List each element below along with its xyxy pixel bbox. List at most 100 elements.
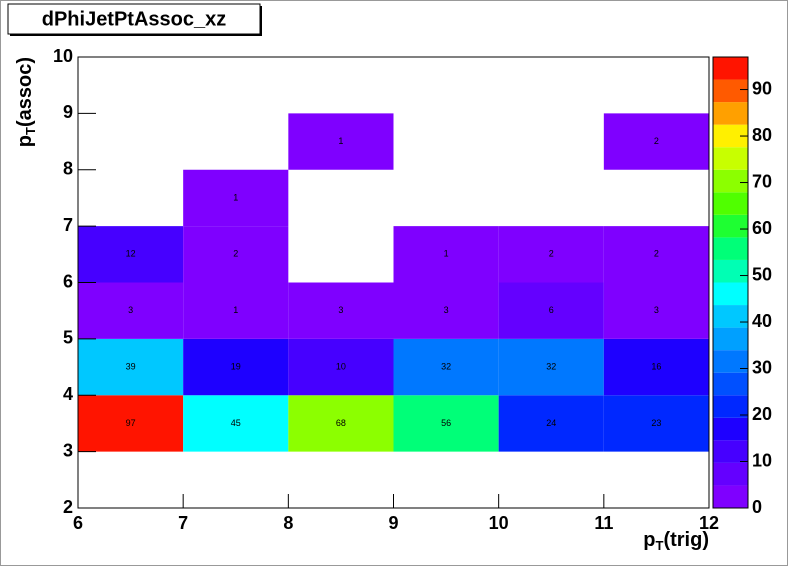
x-tick-label: 11 <box>594 513 613 533</box>
cell <box>183 226 289 283</box>
y-tick-label: 3 <box>63 440 73 460</box>
cell <box>603 113 709 170</box>
palette-band <box>713 282 748 306</box>
cell <box>78 395 184 452</box>
cell <box>183 169 289 227</box>
palette-band <box>713 305 748 328</box>
y-tick-label: 5 <box>63 328 73 348</box>
palette-band <box>713 79 748 103</box>
cell-label: 1 <box>233 192 238 202</box>
cell-label: 1 <box>444 249 449 259</box>
cell <box>603 226 709 283</box>
cell <box>393 395 499 452</box>
palette-band <box>713 462 748 486</box>
cell <box>183 338 289 396</box>
cell <box>603 282 709 339</box>
cell <box>498 282 604 339</box>
palette-band <box>713 395 748 418</box>
z-tick-label: 50 <box>752 264 772 284</box>
y-tick-label: 10 <box>53 46 73 66</box>
cell <box>288 338 394 396</box>
cell <box>78 338 184 396</box>
z-tick-label: 20 <box>752 404 772 424</box>
chart-title: dPhiJetPtAssoc_xz <box>42 8 227 30</box>
cell-label: 12 <box>126 249 136 259</box>
cell <box>498 226 604 283</box>
palette-band <box>713 124 748 148</box>
x-tick-label: 6 <box>73 513 83 533</box>
y-tick-label: 9 <box>63 102 73 122</box>
z-tick-label: 0 <box>752 497 762 517</box>
z-tick-label: 10 <box>752 450 772 470</box>
palette-band <box>713 57 748 80</box>
cell-label: 6 <box>549 305 554 315</box>
cell-label: 45 <box>231 418 241 428</box>
cell-label: 16 <box>651 361 661 371</box>
cell <box>288 113 394 170</box>
x-tick-label: 9 <box>388 513 398 533</box>
xlabel-part: T <box>656 538 664 553</box>
cell <box>288 282 394 339</box>
y-tick-label: 7 <box>63 215 73 235</box>
cell <box>603 338 709 396</box>
cell-label: 3 <box>654 305 659 315</box>
y-tick-label: 6 <box>63 271 73 291</box>
z-tick-label: 40 <box>752 311 772 331</box>
cell-label: 19 <box>231 361 241 371</box>
xlabel-title: pT(trig) <box>643 529 709 553</box>
cell-label: 2 <box>233 249 238 259</box>
palette-band <box>713 237 748 260</box>
ylabel-title: pT(assoc) <box>14 57 38 147</box>
cell <box>393 282 499 339</box>
cell-label: 2 <box>654 136 659 146</box>
cell <box>78 226 184 283</box>
cell-label: 3 <box>338 305 343 315</box>
palette-band <box>713 417 748 441</box>
ylabel-part: p <box>14 135 36 147</box>
cell <box>183 395 289 452</box>
cell <box>393 338 499 396</box>
cell <box>498 395 604 452</box>
z-tick-label: 70 <box>752 171 772 191</box>
palette-band <box>713 350 748 373</box>
cell-label: 97 <box>126 418 136 428</box>
cell-label: 68 <box>336 418 346 428</box>
cell-label: 3 <box>444 305 449 315</box>
z-tick-label: 80 <box>752 125 772 145</box>
cell-label: 2 <box>654 249 659 259</box>
cell <box>498 338 604 396</box>
x-tick-label: 12 <box>699 513 719 533</box>
palette-band <box>713 259 748 283</box>
cell-label: 1 <box>338 136 343 146</box>
z-tick-label: 90 <box>752 78 772 98</box>
palette-band <box>713 169 748 193</box>
x-tick-label: 7 <box>178 513 188 533</box>
palette-band <box>713 372 748 396</box>
cell-label: 56 <box>441 418 451 428</box>
ylabel-part: (assoc) <box>14 57 36 127</box>
cell-label: 1 <box>233 305 238 315</box>
cell-label: 39 <box>126 361 136 371</box>
palette-band <box>713 485 748 508</box>
palette-band <box>713 192 748 215</box>
cell-label: 2 <box>549 249 554 259</box>
x-tick-label: 8 <box>283 513 293 533</box>
xlabel-part: p <box>643 529 655 551</box>
palette-frame <box>712 56 749 509</box>
palette-band <box>713 214 748 238</box>
z-tick-label: 60 <box>752 218 772 238</box>
cell-label: 32 <box>441 361 451 371</box>
cell <box>288 395 394 452</box>
cell-label: 3 <box>128 305 133 315</box>
cell-label: 10 <box>336 361 346 371</box>
cell <box>78 282 184 339</box>
cell <box>393 226 499 283</box>
xlabel-part: (trig) <box>663 529 709 551</box>
x-tick-label: 10 <box>489 513 509 533</box>
title-box <box>7 3 261 35</box>
cell-label: 32 <box>546 361 556 371</box>
cell <box>183 282 289 339</box>
z-tick-label: 30 <box>752 357 772 377</box>
palette-band <box>713 102 748 125</box>
palette-band <box>713 440 748 463</box>
